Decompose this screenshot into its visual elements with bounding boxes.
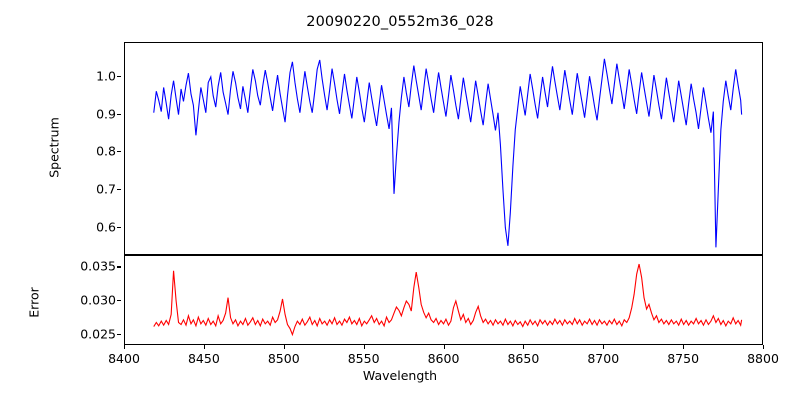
x-tick-mark (683, 345, 685, 349)
x-tick-mark (363, 345, 365, 349)
x-tick-label: 8750 (667, 351, 700, 366)
spectrum-yticks-label: 0.8 (96, 143, 116, 159)
spectrum-yticks-mark (117, 151, 121, 153)
error-yticks-label: 0.030 (80, 292, 116, 308)
error-yticks-mark (117, 266, 121, 268)
x-axis-label: Wavelength (362, 368, 438, 383)
x-tick-label: 8550 (347, 351, 380, 366)
x-tick-label: 8600 (427, 351, 460, 366)
spectrum-plot-area (124, 42, 763, 255)
x-tick-label: 8500 (267, 351, 300, 366)
spectrum-y-axis: 0.6 0.7 0.8 0.9 1.0 (0, 42, 116, 255)
x-tick-label: 8800 (747, 351, 779, 366)
x-tick-mark (523, 345, 525, 349)
error-line-series (153, 263, 743, 337)
x-tick-label: 8450 (187, 351, 220, 366)
x-tick-mark (603, 345, 605, 349)
x-tick-label: 8650 (507, 351, 540, 366)
spectrum-y-axis-label: Spectrum (46, 117, 62, 178)
x-axis: 8400 8450 8500 8550 8600 8650 8700 8750 8800 (0, 345, 800, 375)
x-tick-label: 8400 (108, 351, 140, 366)
error-yticks-mark (117, 333, 121, 335)
spectrum-yticks-label: 0.6 (96, 219, 116, 235)
chart-title: 20090220_0552m36_028 (306, 14, 494, 30)
spectrum-yticks-label: 0.7 (96, 181, 116, 197)
error-y-axis: 0.025 0.030 0.035 (0, 255, 116, 345)
error-yticks-label: 0.035 (80, 258, 116, 274)
x-tick-mark (763, 345, 765, 349)
x-tick-mark (124, 345, 126, 349)
spectrum-yticks-label: 0.9 (96, 106, 116, 122)
error-plot-area (124, 255, 763, 345)
x-tick-label: 8700 (587, 351, 620, 366)
x-tick-mark (443, 345, 445, 349)
spectrum-yticks-label: 1.0 (96, 68, 116, 84)
error-y-axis-label: Error (26, 287, 42, 318)
spectrum-panel-path (153, 58, 743, 248)
error-yticks-label: 0.025 (80, 326, 116, 342)
spectrum-yticks-mark (117, 226, 121, 228)
x-tick-mark (203, 345, 205, 349)
spectrum-yticks-mark (117, 113, 121, 115)
x-tick-mark (283, 345, 285, 349)
error-panel-path (153, 263, 743, 337)
spectrum-yticks-mark (117, 189, 121, 191)
spectrum-line-series (153, 58, 743, 248)
error-yticks-mark (117, 300, 121, 302)
spectrum-yticks-mark (117, 75, 121, 78)
